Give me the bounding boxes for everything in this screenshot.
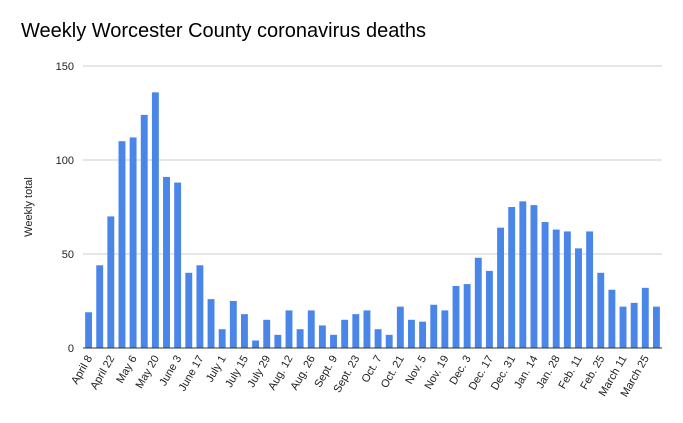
bar [341, 319, 349, 348]
y-tick-label: 150 [56, 61, 74, 73]
bar [541, 222, 549, 348]
bar [330, 334, 337, 348]
bar [385, 334, 393, 348]
bar [419, 321, 427, 348]
bar [563, 231, 571, 348]
bar [630, 302, 638, 348]
bar [575, 248, 582, 348]
bar [519, 201, 527, 348]
bar [107, 216, 115, 348]
y-tick-label: 100 [56, 155, 74, 167]
bar [229, 301, 237, 348]
bar [296, 329, 304, 348]
bar [374, 329, 382, 348]
chart-title: Weekly Worcester County coronavirus deat… [21, 20, 426, 42]
bar [608, 289, 616, 348]
bar [140, 114, 148, 348]
bar [129, 137, 137, 348]
y-axis-ticks: 0 50 100 150 [56, 61, 74, 355]
bar [652, 306, 660, 348]
bar [441, 310, 449, 348]
bar [641, 287, 649, 348]
bar [263, 319, 271, 348]
bar [497, 227, 504, 348]
bar [174, 182, 182, 348]
bar [118, 141, 126, 348]
bar [352, 314, 360, 348]
bar [196, 265, 204, 348]
bar [96, 265, 104, 348]
y-tick-label: 50 [62, 249, 74, 261]
bar [452, 285, 460, 348]
bar [218, 329, 226, 348]
bar [285, 310, 293, 348]
bar [530, 205, 538, 348]
bar [274, 334, 282, 348]
bar [396, 306, 404, 348]
bar [318, 325, 326, 348]
bar [207, 299, 215, 348]
bars [85, 92, 660, 348]
bar [586, 231, 594, 348]
bar [252, 340, 260, 348]
bar [241, 314, 248, 348]
bar [508, 207, 516, 348]
bar [151, 92, 159, 348]
bar [85, 312, 93, 348]
bar [408, 319, 415, 348]
y-axis-label: Weekly total [23, 177, 35, 237]
y-tick-label: 0 [68, 343, 74, 355]
bar [597, 272, 605, 348]
bar [363, 310, 371, 348]
bar [163, 176, 170, 348]
bar [619, 306, 627, 348]
bar [307, 310, 315, 348]
bar [430, 304, 438, 348]
bar [474, 257, 482, 348]
bar [185, 272, 193, 348]
bar [485, 270, 493, 348]
bar [463, 284, 471, 348]
bar [552, 229, 560, 348]
